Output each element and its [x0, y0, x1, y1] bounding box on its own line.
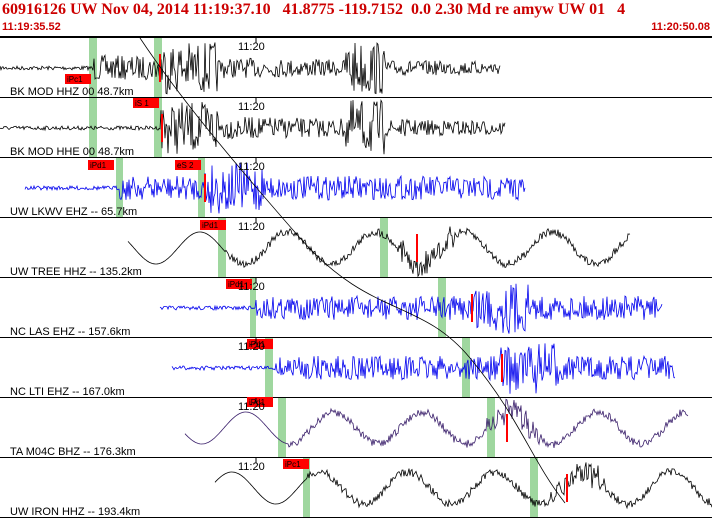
pick-label-box[interactable]: [226, 279, 252, 289]
pick-label: iPd1: [202, 221, 219, 230]
waveform: [0, 42, 501, 95]
pick-label: eS 2: [177, 161, 194, 170]
trace-row[interactable]: iPd1 eS 2 11:20 UW LKWV EHZ -- 65.7km: [0, 158, 712, 218]
trace-row[interactable]: iPd1 11:20 UW TREE HHZ -- 135.2km: [0, 218, 712, 278]
pick-label-box[interactable]: [283, 459, 309, 469]
pick-label-box[interactable]: [133, 98, 159, 108]
station-label: UW LKWV EHZ -- 65.7km: [10, 206, 137, 218]
waveform: [214, 462, 712, 510]
pick-window: [278, 398, 286, 458]
pick-window: [154, 98, 162, 158]
minute-label: 11:20: [238, 41, 265, 53]
minute-label: 11:20: [238, 461, 265, 473]
pick-label-box[interactable]: [65, 74, 91, 84]
event-title: 60916126 UW Nov 04, 2014 11:19:37.10 41.…: [2, 1, 626, 18]
pick-label: iPd1: [90, 161, 107, 170]
station-label: NC LAS EHZ -- 157.6km: [10, 326, 130, 338]
waveform: [0, 99, 506, 155]
station-label: TA M04C BHZ -- 176.3km: [10, 446, 136, 458]
waveform: [171, 343, 676, 394]
waveform: [184, 398, 689, 449]
pick-window: [380, 218, 388, 278]
minute-label: 11:20: [238, 401, 265, 413]
trace-row[interactable]: iS 1 11:20 BK MOD HHE 00 48.7km: [0, 98, 712, 158]
pick-label: iS 1: [135, 99, 149, 108]
station-label: NC LTI EHZ -- 167.0km: [10, 386, 125, 398]
pick-label: iPc1: [285, 460, 301, 469]
trace-row[interactable]: iPc1 11:20 BK MOD HHZ 00 48.7km: [0, 38, 712, 98]
waveform: [159, 283, 663, 334]
pick-label-box[interactable]: [200, 220, 226, 230]
pick-window: [487, 398, 495, 458]
pick-label-box[interactable]: [175, 160, 201, 170]
minute-label: 11:20: [238, 221, 265, 233]
event-header: 60916126 UW Nov 04, 2014 11:19:37.10 41.…: [0, 0, 712, 38]
pick-window: [116, 158, 123, 218]
pick-label-box[interactable]: [247, 339, 273, 349]
pick-window: [462, 338, 470, 398]
pick-window: [303, 458, 310, 518]
waveform: [127, 226, 631, 278]
minute-label: 11:20: [238, 161, 265, 173]
pick-label: iPd1: [228, 280, 245, 289]
trace-row[interactable]: iPc1 11:20 UW IRON HHZ -- 193.4km: [0, 458, 712, 518]
pick-label-box[interactable]: [88, 160, 114, 170]
station-label: BK MOD HHE 00 48.7km: [10, 146, 134, 158]
minute-label: 11:20: [238, 341, 265, 353]
time-start: 11:19:35.52: [2, 21, 61, 33]
pick-window: [89, 98, 97, 158]
seismogram-panel[interactable]: iPc1 11:20 BK MOD HHZ 00 48.7km iS 1 11:20 BK…: [0, 38, 712, 518]
pick-label: iPc1: [67, 75, 83, 84]
minute-label: 11:20: [238, 101, 265, 113]
station-label: BK MOD HHZ 00 48.7km: [10, 86, 133, 98]
waveform: [24, 162, 526, 214]
pick-label: iPd1: [249, 398, 266, 407]
pick-window: [530, 458, 538, 518]
time-end: 11:20:50.08: [651, 21, 710, 33]
pick-label: iPd1: [249, 340, 266, 349]
minute-label: 11:20: [238, 281, 265, 293]
pick-label-box[interactable]: [247, 397, 273, 407]
station-label: UW IRON HHZ -- 193.4km: [10, 506, 140, 518]
pick-window: [438, 278, 446, 338]
travel-time-curve: [139, 38, 566, 504]
station-label: UW TREE HHZ -- 135.2km: [10, 266, 142, 278]
